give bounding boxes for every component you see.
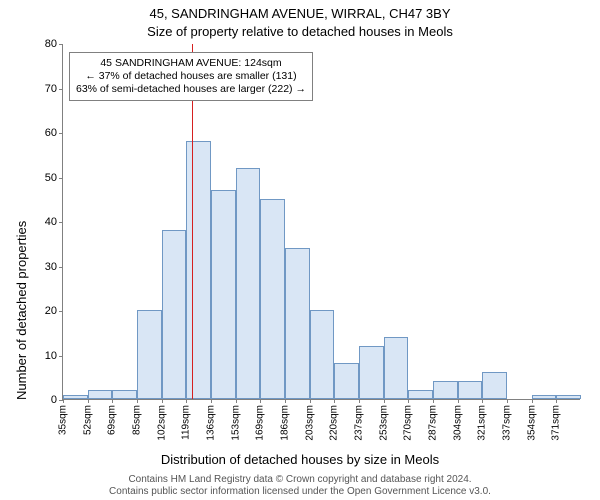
x-tick-label: 85sqm [132, 405, 143, 435]
x-tick-label: 237sqm [354, 405, 365, 441]
x-tick-label: 52sqm [82, 405, 93, 435]
histogram-bar [137, 310, 162, 399]
y-tick-mark [59, 133, 63, 134]
x-tick-label: 253sqm [378, 405, 389, 441]
x-tick-mark [532, 399, 533, 403]
y-tick-label: 70 [45, 83, 57, 95]
x-tick-mark [310, 399, 311, 403]
y-tick-mark [59, 267, 63, 268]
y-tick-label: 80 [45, 38, 57, 50]
chart-container: 45, SANDRINGHAM AVENUE, WIRRAL, CH47 3BY… [0, 0, 600, 500]
footer-line1: Contains HM Land Registry data © Crown c… [0, 474, 600, 486]
x-tick-mark [384, 399, 385, 403]
histogram-bar [186, 141, 211, 399]
histogram-bar [532, 395, 557, 399]
x-tick-mark [458, 399, 459, 403]
plot-area: 0102030405060708035sqm52sqm69sqm85sqm102… [62, 44, 580, 400]
x-tick-label: 304sqm [452, 405, 463, 441]
y-axis-label: Number of detached properties [14, 221, 29, 400]
histogram-bar [334, 363, 359, 399]
x-tick-label: 337sqm [502, 405, 513, 441]
x-tick-mark [186, 399, 187, 403]
histogram-bar [433, 381, 458, 399]
histogram-bar [359, 346, 384, 399]
y-tick-label: 20 [45, 305, 57, 317]
histogram-bar [310, 310, 335, 399]
histogram-bar [408, 390, 433, 399]
x-tick-mark [88, 399, 89, 403]
x-tick-label: 186sqm [280, 405, 291, 441]
x-tick-label: 321sqm [477, 405, 488, 441]
x-tick-mark [285, 399, 286, 403]
annotation-line3: 63% of semi-detached houses are larger (… [76, 83, 306, 96]
footer-line2: Contains public sector information licen… [0, 486, 600, 498]
x-tick-mark [112, 399, 113, 403]
histogram-bar [285, 248, 310, 399]
histogram-bar [236, 168, 261, 399]
y-tick-label: 0 [51, 394, 57, 406]
x-tick-label: 220sqm [329, 405, 340, 441]
x-tick-label: 203sqm [304, 405, 315, 441]
chart-title-line2: Size of property relative to detached ho… [0, 24, 600, 39]
y-tick-label: 60 [45, 127, 57, 139]
x-tick-mark [433, 399, 434, 403]
x-tick-label: 153sqm [230, 405, 241, 441]
footer-attribution: Contains HM Land Registry data © Crown c… [0, 474, 600, 498]
x-tick-mark [236, 399, 237, 403]
histogram-bar [458, 381, 483, 399]
chart-title-line1: 45, SANDRINGHAM AVENUE, WIRRAL, CH47 3BY [0, 6, 600, 21]
y-tick-label: 50 [45, 172, 57, 184]
x-tick-mark [211, 399, 212, 403]
y-tick-mark [59, 311, 63, 312]
y-tick-label: 10 [45, 350, 57, 362]
y-tick-mark [59, 44, 63, 45]
histogram-bar [384, 337, 409, 399]
annotation-line2: ← 37% of detached houses are smaller (13… [76, 70, 306, 83]
x-tick-label: 69sqm [107, 405, 118, 435]
x-tick-label: 119sqm [181, 405, 192, 440]
x-tick-label: 287sqm [428, 405, 439, 441]
x-tick-mark [482, 399, 483, 403]
histogram-bar [162, 230, 187, 399]
x-tick-mark [137, 399, 138, 403]
histogram-bar [211, 190, 236, 399]
histogram-bar [112, 390, 137, 399]
x-tick-mark [556, 399, 557, 403]
x-tick-mark [260, 399, 261, 403]
histogram-bar [556, 395, 581, 399]
x-tick-label: 354sqm [526, 405, 537, 441]
y-tick-label: 40 [45, 216, 57, 228]
x-tick-mark [507, 399, 508, 403]
histogram-bar [63, 395, 88, 399]
histogram-bar [88, 390, 113, 399]
annotation-box: 45 SANDRINGHAM AVENUE: 124sqm← 37% of de… [69, 52, 313, 101]
histogram-bar [260, 199, 285, 399]
x-axis-label: Distribution of detached houses by size … [0, 452, 600, 467]
x-tick-mark [359, 399, 360, 403]
x-tick-label: 169sqm [255, 405, 266, 441]
x-tick-mark [63, 399, 64, 403]
histogram-bar [482, 372, 507, 399]
x-tick-mark [334, 399, 335, 403]
y-tick-mark [59, 178, 63, 179]
x-tick-label: 102sqm [156, 405, 167, 441]
y-tick-mark [59, 89, 63, 90]
x-tick-label: 371sqm [551, 405, 562, 441]
x-tick-label: 35sqm [58, 405, 69, 435]
x-tick-mark [408, 399, 409, 403]
y-tick-mark [59, 356, 63, 357]
x-tick-mark [162, 399, 163, 403]
y-tick-label: 30 [45, 261, 57, 273]
x-tick-label: 136sqm [206, 405, 217, 441]
annotation-line1: 45 SANDRINGHAM AVENUE: 124sqm [76, 57, 306, 70]
x-tick-label: 270sqm [403, 405, 414, 441]
y-tick-mark [59, 222, 63, 223]
